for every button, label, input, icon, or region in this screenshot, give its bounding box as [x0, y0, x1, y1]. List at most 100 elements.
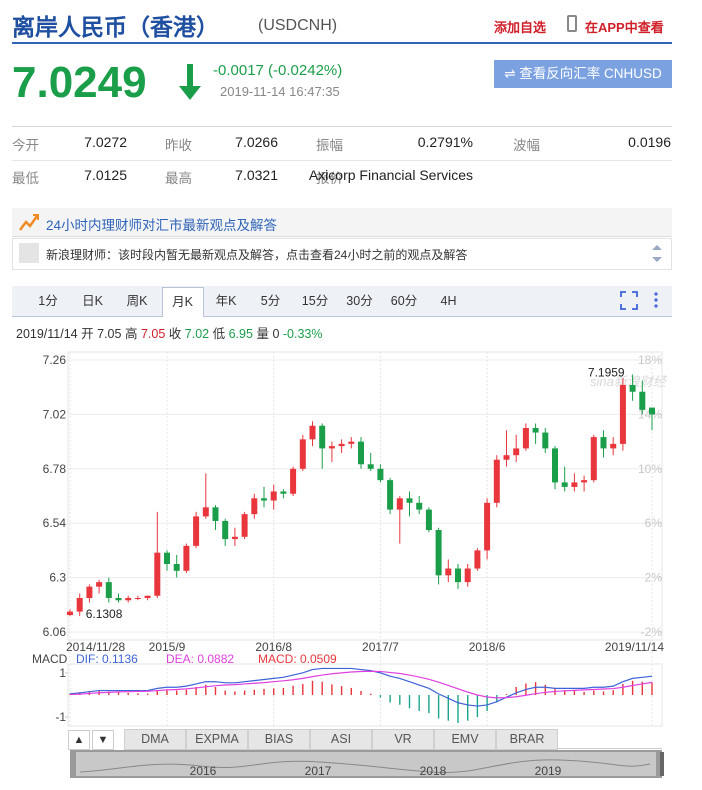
y2-tick-label: 10%: [638, 462, 662, 476]
y-tick-label: 7.26: [43, 353, 67, 367]
candle-body: [639, 391, 646, 410]
period-tab[interactable]: 30分: [346, 294, 373, 308]
candle-body: [183, 545, 190, 571]
legend-entry: MACD: 0.0509: [258, 652, 337, 666]
macd-bar: [350, 687, 352, 695]
macd-frame: [67, 663, 663, 727]
advisor-icon: [19, 214, 39, 231]
info-label: 开: [81, 327, 94, 341]
macd-bar: [583, 691, 585, 695]
app-view[interactable]: 在APP中查看: [585, 20, 664, 35]
macd-bar: [195, 687, 197, 695]
period-tab[interactable]: 5分: [260, 294, 281, 308]
macd-bar: [302, 683, 304, 695]
y-tick-label: 7.02: [43, 407, 67, 421]
macd-bar: [117, 692, 120, 695]
macd-bar: [331, 684, 333, 695]
info-label: 高: [124, 327, 138, 341]
period-tab[interactable]: 60分: [390, 294, 418, 308]
indicator-tab[interactable]: EMV: [434, 729, 496, 750]
x-tick-label: 2018/6: [469, 640, 506, 654]
info-value: 7.05: [140, 327, 166, 341]
candle-body: [338, 443, 345, 447]
candle-body: [144, 595, 151, 598]
macd-bar: [544, 684, 546, 695]
stat-value: Axicorp Financial Services: [308, 167, 473, 183]
navigator-handle[interactable]: [660, 752, 664, 776]
candle-body: [425, 509, 432, 530]
info-line: 2019/11/14 开 7.05 高 7.05 收 7.02 低 6.95 量…: [16, 323, 322, 342]
period-tab[interactable]: 日K: [82, 294, 103, 308]
symbol-code: (USDCNH): [258, 17, 338, 34]
down-button[interactable]: ▼: [92, 730, 114, 750]
period-tab[interactable]: 15分: [301, 294, 329, 308]
period-tab[interactable]: 周K: [126, 294, 148, 308]
macd-bar: [263, 688, 265, 695]
watermark: sina新浪财经: [590, 374, 668, 389]
macd-title: MACD: [32, 652, 68, 666]
up-button[interactable]: ▲: [68, 730, 90, 750]
info-label: 低: [212, 327, 226, 341]
reverse-rate-button[interactable]: ⇌ 查看反向汇率 CNHUSD: [494, 60, 672, 88]
y2-tick-label: 6%: [645, 516, 663, 530]
candle-body: [561, 482, 568, 487]
indicator-tab[interactable]: VR: [372, 729, 434, 750]
candle-body: [67, 611, 73, 615]
macd-bar: [292, 685, 294, 695]
stats-rule: [12, 126, 672, 127]
indicator-tab[interactable]: EXPMA: [186, 729, 248, 750]
add-watchlist[interactable]: 添加自选: [494, 20, 547, 35]
page-title: 离岸人民币（香港）: [12, 14, 219, 40]
period-tab[interactable]: 1分: [38, 294, 58, 308]
candle-body: [173, 564, 180, 571]
chart-tools[interactable]: [620, 291, 664, 311]
advisor-box: [12, 238, 672, 270]
candle-body: [649, 407, 655, 415]
y2-tick-label: -2%: [641, 625, 663, 639]
y-tick-label: -1: [55, 710, 66, 724]
candle-body: [474, 550, 481, 569]
indicator-tab[interactable]: BIAS: [248, 729, 310, 750]
candle-body: [222, 520, 229, 540]
macd-bar: [214, 687, 217, 695]
advisor-message[interactable]: 新浪理财师：该时段内暂无最新观点及解答，点击查看24小时之前的观点及解答: [46, 248, 468, 262]
period-tab[interactable]: 月K: [161, 287, 204, 317]
candle-body: [348, 441, 355, 444]
candle-body: [96, 582, 103, 587]
scroll-arrows[interactable]: [650, 243, 664, 265]
price-change: -0.0017 (-0.0242%): [213, 62, 343, 79]
candle-body: [231, 536, 238, 540]
candle-body: [270, 491, 277, 501]
period-tab[interactable]: 年K: [215, 294, 237, 308]
macd-bar: [622, 683, 624, 695]
period-tab[interactable]: 4H: [440, 294, 457, 308]
advisor-bar: [12, 208, 672, 237]
stat-value: 7.0266: [235, 134, 278, 150]
quote-time: 2019-11-14 16:47:35: [220, 84, 340, 99]
indicator-tab[interactable]: DMA: [124, 729, 186, 750]
candle-body: [125, 598, 132, 601]
indicator-tab[interactable]: BRAR: [496, 729, 558, 750]
macd-line: [69, 670, 653, 699]
indicator-tab[interactable]: ASI: [310, 729, 372, 750]
macd-bar: [534, 682, 537, 695]
macd-bar: [253, 689, 255, 695]
candle-body: [319, 425, 326, 449]
macd-bar: [428, 695, 430, 714]
plot-frame: [67, 351, 663, 641]
candle-body: [76, 598, 83, 612]
candle-body: [464, 568, 471, 583]
stat-label: 报价: [316, 171, 343, 186]
period-tabs: [12, 286, 672, 317]
y2-tick-label: 18%: [638, 353, 662, 367]
candle-body: [280, 491, 287, 494]
candle-body: [377, 468, 384, 481]
min-label: 6.1308: [86, 607, 123, 621]
advisor-title[interactable]: 24小时内理财师对汇市最新观点及解答: [46, 218, 278, 233]
info-value: 0: [272, 327, 280, 341]
navigator-outline: [79, 759, 651, 774]
candle-body: [493, 459, 500, 503]
stat-value: 7.0272: [84, 134, 127, 150]
candle-body: [164, 552, 170, 564]
candle-body: [445, 568, 452, 576]
